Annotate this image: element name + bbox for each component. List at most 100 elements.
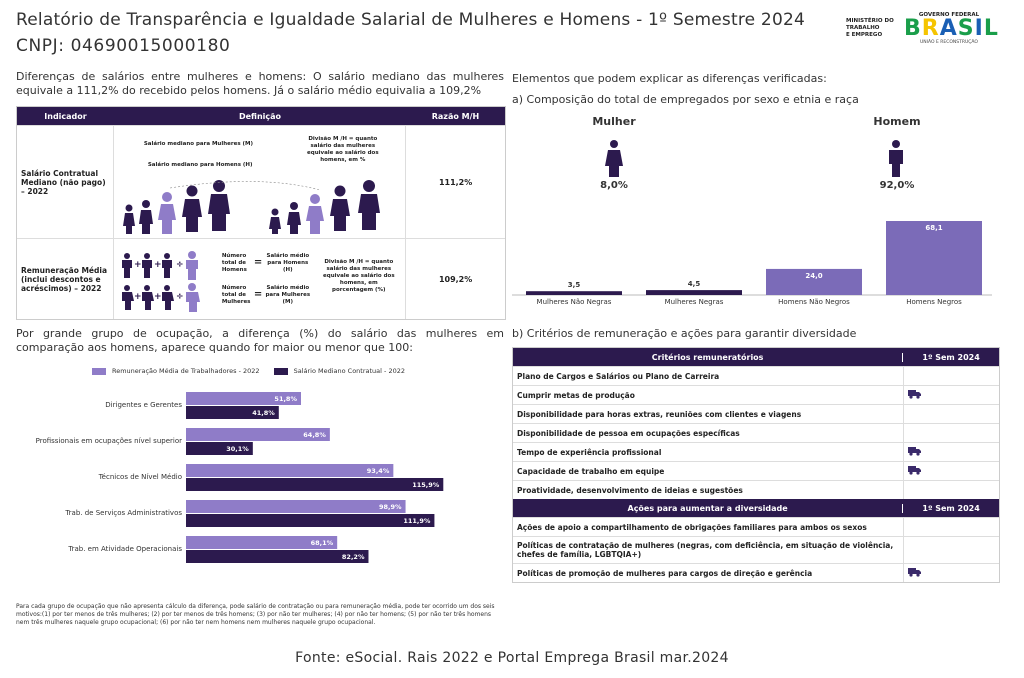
occupation-value-label: 93,4%: [367, 467, 390, 475]
criteria-title: b) Critérios de remuneração e ações para…: [512, 327, 857, 340]
woman-icon: [605, 140, 623, 177]
footnote: Para cada grupo de ocupação que não apre…: [16, 603, 495, 626]
diversity-label: Políticas de promoção de mulheres para c…: [517, 568, 813, 578]
criteria-table: Critérios remuneratórios 1º Sem 2024 Pla…: [512, 347, 1000, 583]
source-note: Fonte: eSocial. Rais 2022 e Portal Empre…: [295, 650, 729, 666]
criteria-row: Cumprir metas de produção: [513, 385, 999, 404]
composition-value-label: 4,5: [688, 280, 701, 288]
composition-category-label: Mulheres Não Negras: [537, 298, 612, 306]
occupation-bar: [186, 478, 444, 491]
man-icon: [889, 140, 903, 177]
legend-swatch-salary: [273, 367, 288, 375]
composition-value-label: 24,0: [805, 272, 822, 280]
composition-bar: [646, 290, 742, 295]
criteria-header: Critérios remuneratórios 1º Sem 2024: [513, 348, 999, 366]
svg-text:÷: ÷: [176, 292, 184, 302]
criteria-row: Plano de Cargos e Salários ou Plano de C…: [513, 366, 999, 385]
occupation-value-label: 30,1%: [226, 445, 249, 453]
indicator-table: Indicador Definição Razão M/H Salário Co…: [16, 106, 506, 320]
occupation-value-label: 41,8%: [252, 409, 275, 417]
indicator-row-average: Remuneração Média (inclui descontos e ac…: [17, 238, 505, 319]
criteria-label: Plano de Cargos e Salários ou Plano de C…: [517, 371, 720, 381]
criteria-row: Proatividade, desenvolvimento de ideias …: [513, 480, 999, 499]
occupation-category-label: Trab. de Serviços Administrativos: [64, 509, 182, 517]
elements-title: Elementos que podem explicar as diferenç…: [512, 72, 827, 85]
woman-percent: 8,0%: [600, 180, 628, 191]
occupation-value-label: 98,9%: [379, 503, 402, 511]
legend-swatch-remuneration: [92, 367, 106, 375]
people-icons-median: [122, 180, 380, 234]
criteria-mark-cell: [903, 367, 999, 385]
ministry-logo: MINISTÉRIO DO TRABALHO E EMPREGO: [846, 18, 894, 38]
svg-text:÷: ÷: [176, 260, 184, 270]
criteria-mark-cell: [903, 386, 999, 404]
composition-bar-chart: 3,5 Mulheres Não Negras 4,5 Mulheres Negras…: [512, 221, 992, 306]
diversity-header: Ações para aumentar a diversidade 1º Sem…: [513, 499, 999, 517]
woman-label: Mulher: [592, 115, 636, 128]
criteria-row: Disponibilidade para horas extras, reuni…: [513, 404, 999, 423]
criteria-row: Disponibilidade de pessoa em ocupações e…: [513, 423, 999, 442]
occupation-category-label: Dirigentes e Gerentes: [105, 401, 182, 409]
criteria-row: Tempo de experiência profissional: [513, 442, 999, 461]
composition-bar: [526, 291, 622, 295]
criteria-mark-cell: [903, 424, 999, 442]
truck-icon: [908, 567, 922, 580]
ratio-average: 109,2%: [438, 274, 473, 284]
criteria-mark-cell: [903, 405, 999, 423]
criteria-mark-cell: [903, 564, 999, 582]
occupation-legend: Remuneração Média de Trabalhadores - 202…: [92, 367, 405, 375]
truck-icon: [908, 465, 922, 478]
occupation-category-label: Profissionais em ocupações nível superio…: [36, 437, 182, 445]
truck-icon: [908, 389, 922, 402]
man-percent: 92,0%: [879, 180, 915, 191]
diversity-row: Ações de apoio a compartilhamento de obr…: [513, 517, 999, 536]
indicator-row-median: Salário Contratual Mediano (não pago) – …: [17, 125, 505, 238]
occupation-bar: [186, 500, 406, 513]
occupation-bar: [186, 514, 435, 527]
diversity-label: Ações de apoio a compartilhamento de obr…: [517, 522, 867, 532]
occupation-bar: [186, 442, 253, 455]
criteria-mark-cell: [903, 537, 999, 563]
svg-text:+: +: [154, 292, 162, 302]
occupation-value-label: 115,9%: [412, 481, 440, 489]
composition-bar: [886, 221, 982, 295]
composition-value-label: 3,5: [568, 281, 581, 289]
report-title: Relatório de Transparência e Igualdade S…: [16, 10, 805, 30]
occupation-bar: [186, 536, 338, 549]
criteria-mark-cell: [903, 443, 999, 461]
ratio-median: 111,2%: [438, 177, 473, 187]
government-logo: GOVERNO FEDERAL BRASIL UNIÃO E RECONSTRU…: [904, 12, 999, 45]
brasil-wordmark: BRASIL: [904, 16, 999, 41]
occupation-bar: [186, 406, 279, 419]
composition-category-label: Homens Não Negros: [778, 298, 850, 306]
criteria-mark-cell: [903, 462, 999, 480]
composition-category-label: Mulheres Negras: [665, 298, 724, 306]
criteria-label: Disponibilidade de pessoa em ocupações e…: [517, 428, 740, 438]
occupation-bar: [186, 550, 369, 563]
occupation-value-label: 111,9%: [403, 517, 431, 525]
occupation-value-label: 51,8%: [274, 395, 297, 403]
occupation-bar: [186, 428, 330, 441]
composition-bar: [766, 268, 862, 295]
criteria-label: Disponibilidade para horas extras, reuni…: [517, 409, 802, 419]
composition-category-label: Homens Negros: [906, 298, 962, 306]
criteria-mark-cell: [903, 481, 999, 499]
diversity-row: Políticas de promoção de mulheres para c…: [513, 563, 999, 582]
truck-icon: [908, 446, 922, 459]
man-label: Homem: [873, 115, 921, 128]
svg-text:+: +: [154, 260, 162, 270]
svg-text:+: +: [134, 260, 142, 270]
occupation-value-label: 64,8%: [303, 431, 326, 439]
people-sum-icons: + + ÷ + + ÷: [121, 251, 200, 312]
average-definition: + + ÷ + + ÷ Número total de Homens = Sa: [114, 239, 407, 319]
occupation-bar: [186, 464, 394, 477]
occupation-category-label: Técnicos de Nível Médio: [98, 473, 182, 481]
occupation-value-label: 82,2%: [342, 553, 365, 561]
diversity-row: Políticas de contratação de mulheres (ne…: [513, 536, 999, 563]
median-definition: Salário mediano para Mulheres (M) Salári…: [114, 126, 407, 238]
criteria-label: Capacidade de trabalho em equipe: [517, 466, 665, 476]
svg-text:+: +: [134, 292, 142, 302]
occupation-category-label: Trab. em Atividade Operacionais: [67, 545, 182, 553]
occupation-bar-chart: Dirigentes e Gerentes 51,8% 41,8% Profissio…: [36, 392, 444, 563]
diversity-label: Políticas de contratação de mulheres (ne…: [517, 541, 894, 559]
